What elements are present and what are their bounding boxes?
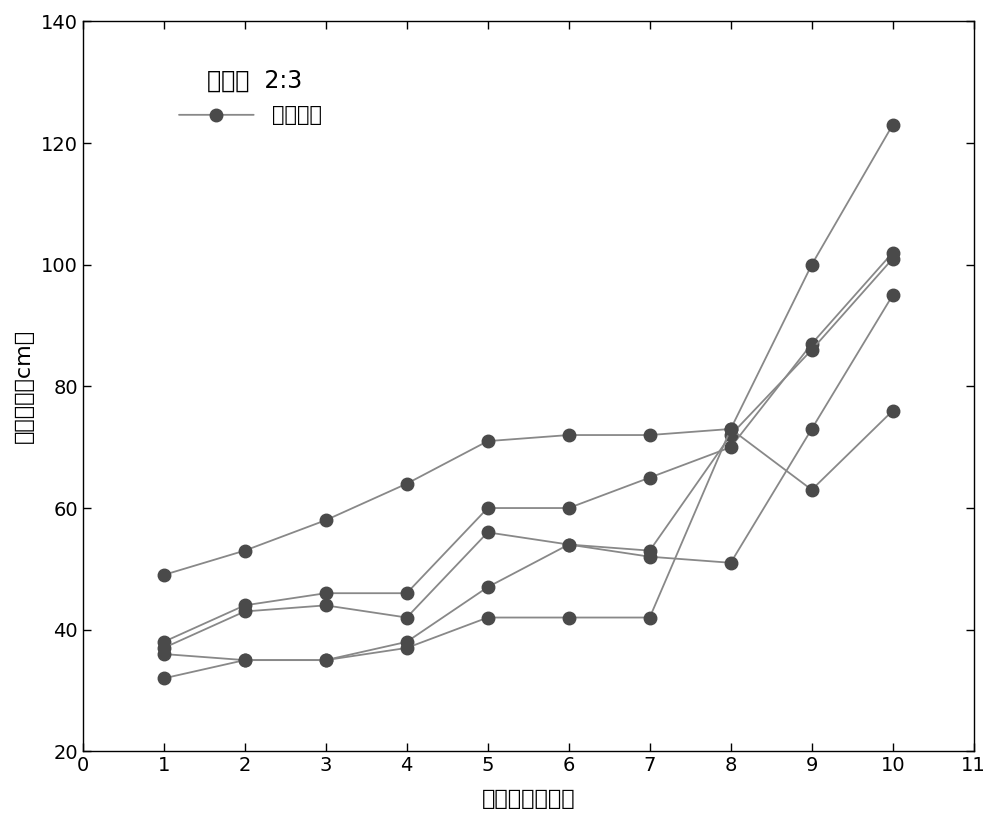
X-axis label: 样品数量（个）: 样品数量（个）	[481, 789, 575, 809]
Text: 两球一线: 两球一线	[272, 105, 322, 125]
Text: 坡度：  2:3: 坡度： 2:3	[207, 69, 303, 93]
Y-axis label: 滚动距离（cm）: 滚动距离（cm）	[14, 329, 34, 444]
